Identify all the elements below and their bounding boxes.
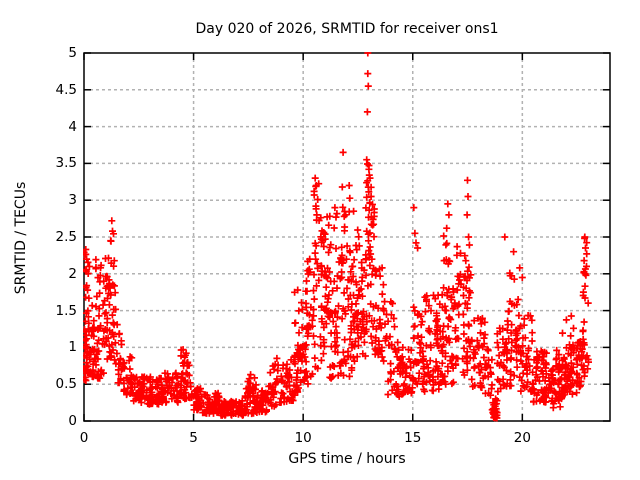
y-tick-label: 0.5 (55, 376, 77, 393)
y-tick-label: 2 (68, 265, 77, 282)
y-tick-label: 3.5 (55, 155, 77, 172)
y-tick-label: 4 (68, 118, 77, 135)
scatter-points (83, 52, 592, 422)
y-tick-label: 0 (68, 413, 77, 429)
y-tick-label: 1.5 (55, 302, 77, 319)
y-axis-label: SRMTID / TECUs (13, 181, 29, 295)
x-tick-label: 10 (294, 430, 312, 446)
x-tick-label: 15 (404, 430, 422, 446)
y-tick-label: 1 (68, 339, 77, 356)
chart-title: Day 020 of 2026, SRMTID for receiver ons… (195, 21, 499, 37)
y-tick-label: 3 (68, 192, 77, 209)
x-tick-label: 5 (189, 430, 198, 446)
y-tick-label: 5 (68, 45, 77, 61)
x-axis-label: GPS time / hours (288, 451, 406, 467)
x-tick-label: 20 (513, 430, 531, 446)
y-tick-label: 4.5 (55, 81, 77, 98)
y-tick-label: 2.5 (55, 229, 77, 245)
x-tick-label: 0 (79, 430, 89, 446)
plot-border (83, 52, 611, 422)
